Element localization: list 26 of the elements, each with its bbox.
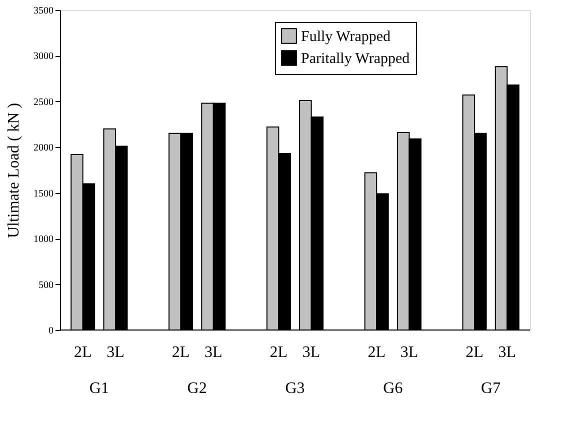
x-tick-label: 2L (466, 344, 484, 361)
x-tick-label: 3L (204, 344, 222, 361)
text: G7 (481, 380, 501, 397)
y-tick-label: 3000 (34, 51, 54, 62)
x-tick-label: 3L (498, 344, 516, 361)
legend-label: Fully Wrapped (301, 29, 392, 45)
y-tick-label: 2500 (34, 96, 54, 108)
y-tick-label: 0 (48, 326, 54, 336)
y-tick-label: 2000 (34, 142, 54, 154)
x-tick-label: 3L (106, 344, 124, 361)
x-tick-label: 2L (368, 344, 386, 361)
y-tick-label: 1500 (34, 188, 54, 200)
text: G2 (187, 380, 207, 397)
x-tick-label: 2L (172, 344, 190, 361)
y-tick-label: 1000 (34, 234, 54, 246)
x-tick-label: 2L (74, 344, 92, 361)
y-tick-label: 3500 (34, 6, 54, 16)
text: G6 (383, 380, 403, 397)
x-tick-label: 3L (302, 344, 320, 361)
text: G3 (285, 380, 305, 397)
text: G1 (89, 380, 109, 397)
x-tick-label: 2L (270, 344, 288, 361)
y-axis-title: Ultimate Load ( kN ) (6, 102, 22, 238)
y-tick-label: 500 (38, 280, 54, 291)
legend-label: Paritally Wrapped (301, 51, 410, 67)
x-tick-label: 3L (400, 344, 418, 361)
